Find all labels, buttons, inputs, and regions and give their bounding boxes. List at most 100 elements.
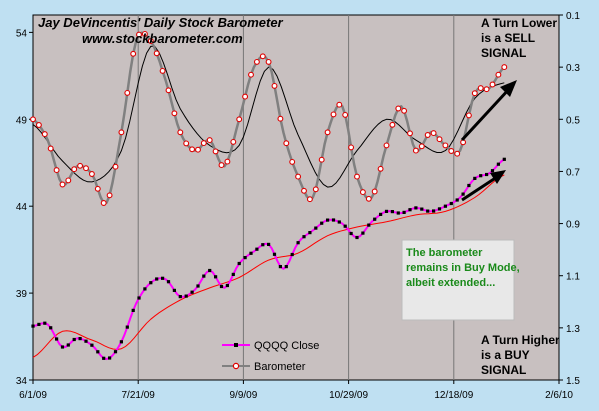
barometer-point bbox=[224, 158, 231, 165]
qqqq-point bbox=[502, 157, 506, 161]
qqqq-point bbox=[208, 268, 212, 273]
barometer-point bbox=[330, 111, 337, 118]
barometer-point bbox=[259, 53, 266, 60]
annotation-sell-line3: SIGNAL bbox=[481, 46, 526, 60]
barometer-point bbox=[271, 82, 278, 89]
barometer-point bbox=[412, 147, 419, 154]
qqqq-point bbox=[314, 226, 318, 230]
barometer-point bbox=[495, 71, 502, 78]
grid-layer: 6/1/09 7/21/09 9/9/09 10/29/09 12/18/09 2/6/1… bbox=[16, 11, 580, 401]
qqqq-point bbox=[449, 201, 453, 206]
plot-area bbox=[32, 14, 560, 381]
qqqq-point bbox=[426, 209, 430, 213]
qqqq-point bbox=[243, 256, 247, 260]
barometer-point bbox=[41, 131, 48, 138]
qqqq-point bbox=[302, 235, 306, 239]
qqqq-point bbox=[355, 235, 359, 240]
barometer-point bbox=[30, 116, 36, 123]
chart-title: Jay DeVincentis' Daily Stock Barometer bbox=[38, 15, 284, 30]
qqqq-point bbox=[90, 343, 94, 347]
chart-subtitle: www.stockbarometer.com bbox=[82, 31, 243, 46]
y-right-tick-label: 0.9 bbox=[566, 220, 580, 231]
barometer-point bbox=[77, 162, 84, 169]
qqqq-point bbox=[131, 308, 135, 312]
barometer-point bbox=[177, 129, 184, 136]
qqqq-point bbox=[373, 217, 377, 221]
barometer-point bbox=[306, 196, 313, 203]
barometer-point bbox=[130, 50, 137, 57]
barometer-point bbox=[389, 121, 396, 128]
qqqq-point bbox=[84, 339, 88, 343]
barometer-point bbox=[483, 86, 490, 93]
callout-line3: albeit extended... bbox=[406, 277, 495, 289]
qqqq-point bbox=[432, 209, 436, 213]
series-line-3 bbox=[32, 45, 505, 188]
barometer-point bbox=[283, 140, 290, 147]
barometer-point bbox=[354, 173, 360, 180]
y-right-tick-label: 0.5 bbox=[566, 115, 580, 126]
barometer-point bbox=[183, 140, 190, 147]
barometer-point bbox=[401, 107, 408, 114]
barometer-point bbox=[471, 90, 478, 97]
barometer-point bbox=[324, 129, 331, 136]
qqqq-point bbox=[143, 287, 147, 291]
callout-box bbox=[401, 239, 515, 321]
barometer-point bbox=[301, 187, 307, 194]
barometer-point bbox=[94, 185, 101, 192]
qqqq-point bbox=[290, 252, 294, 257]
y-right-tick-label: 0.1 bbox=[566, 11, 580, 22]
barometer-point bbox=[424, 132, 431, 138]
qqqq-point bbox=[485, 172, 489, 177]
barometer-point bbox=[124, 89, 131, 96]
barometer-point bbox=[153, 50, 160, 57]
barometer-point bbox=[348, 144, 355, 151]
qqqq-point bbox=[113, 350, 118, 354]
qqqq-point bbox=[102, 356, 106, 360]
qqqq-point bbox=[461, 192, 465, 196]
barometer-point bbox=[501, 64, 508, 71]
barometer-point bbox=[100, 200, 107, 206]
barometer-point bbox=[265, 58, 272, 65]
qqqq-point bbox=[443, 204, 447, 208]
qqqq-point bbox=[125, 325, 129, 329]
qqqq-point bbox=[37, 322, 41, 326]
barometer-point bbox=[336, 101, 343, 108]
qqqq-point bbox=[467, 183, 471, 188]
y-left-tick-label: 34 bbox=[16, 376, 28, 387]
qqqq-point bbox=[219, 284, 224, 289]
arrow-up-price bbox=[461, 175, 498, 202]
barometer-point bbox=[430, 130, 437, 137]
barometer-point bbox=[436, 136, 443, 143]
qqqq-point bbox=[331, 218, 336, 222]
qqqq-point bbox=[119, 340, 123, 344]
qqqq-point bbox=[49, 326, 53, 330]
barometer-point bbox=[171, 110, 178, 117]
barometer-point bbox=[342, 111, 349, 118]
barometer-point bbox=[195, 146, 201, 153]
barometer-point bbox=[189, 146, 196, 153]
barometer-point bbox=[218, 162, 225, 169]
y-left-tick-label: 44 bbox=[16, 202, 28, 213]
y-right-tick-label: 0.3 bbox=[566, 63, 580, 74]
qqqq-point bbox=[190, 290, 194, 294]
barometer-point bbox=[212, 148, 219, 155]
annotation-sell-line1: A Turn Lower bbox=[481, 16, 557, 30]
x-tick-label: 2/6/10 bbox=[545, 390, 573, 401]
qqqq-point bbox=[184, 294, 188, 298]
legend-barometer-marker bbox=[232, 362, 240, 370]
barometer-point bbox=[83, 165, 89, 172]
qqqq-point bbox=[455, 198, 459, 202]
x-tick-label: 12/18/09 bbox=[434, 390, 473, 401]
qqqq-point bbox=[272, 252, 277, 256]
y-right-tick-label: 1.5 bbox=[566, 376, 580, 387]
barometer-point bbox=[253, 58, 260, 65]
qqqq-point bbox=[408, 208, 412, 212]
qqqq-point bbox=[278, 265, 282, 269]
annotation-sell-line2: is a SELL bbox=[481, 31, 535, 45]
barometer-point bbox=[454, 150, 461, 157]
qqqq-point bbox=[96, 350, 100, 354]
qqqq-point bbox=[349, 231, 353, 236]
qqqq-point bbox=[496, 162, 500, 166]
y-right-tick-label: 1.3 bbox=[566, 324, 580, 335]
